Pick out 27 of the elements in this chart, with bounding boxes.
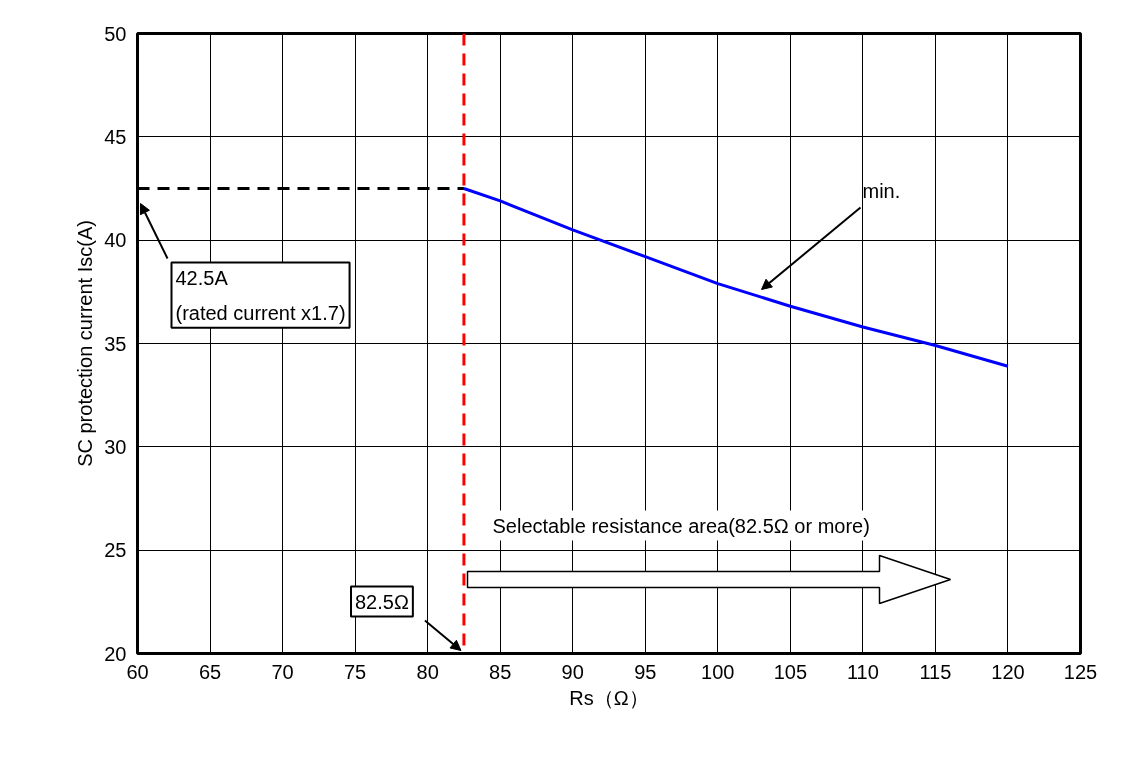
x-tick-label: 110 [846,660,879,683]
x-tick-label: 125 [1063,660,1098,683]
y-tick-label: 20 [104,642,127,665]
y-tick-label: 35 [104,332,127,355]
annotation: 42.5A (rated current x1.7) [175,266,346,324]
x-tick-label: 60 [126,660,149,683]
x-tick-label: 105 [773,660,808,683]
x-tick-label: 115 [919,660,952,683]
y-tick-label: 30 [104,435,127,458]
x-tick-label: 85 [489,660,512,683]
y-tick-label: 50 [104,22,127,45]
x-tick-label: 65 [198,660,222,683]
y-tick-label: 40 [104,229,127,252]
annotation: min. [862,179,901,202]
y-tick-label: 25 [104,539,127,562]
x-tick-label: 80 [416,660,439,683]
x-tick-label: 120 [991,660,1025,683]
x-tick-label: 95 [634,660,657,683]
annotation: 82.5Ω [354,590,409,613]
x-tick-label: 75 [343,660,367,683]
x-axis-title: Rs（Ω） [569,686,649,709]
annotation: Selectable resistance area(82.5Ω or more) [492,514,870,537]
y-tick-label: 45 [104,125,127,148]
y-axis-title: SC protection current Isc(A) [74,220,97,467]
x-tick-label: 100 [701,660,735,683]
x-tick-label: 90 [561,660,584,683]
x-tick-label: 70 [271,660,294,683]
